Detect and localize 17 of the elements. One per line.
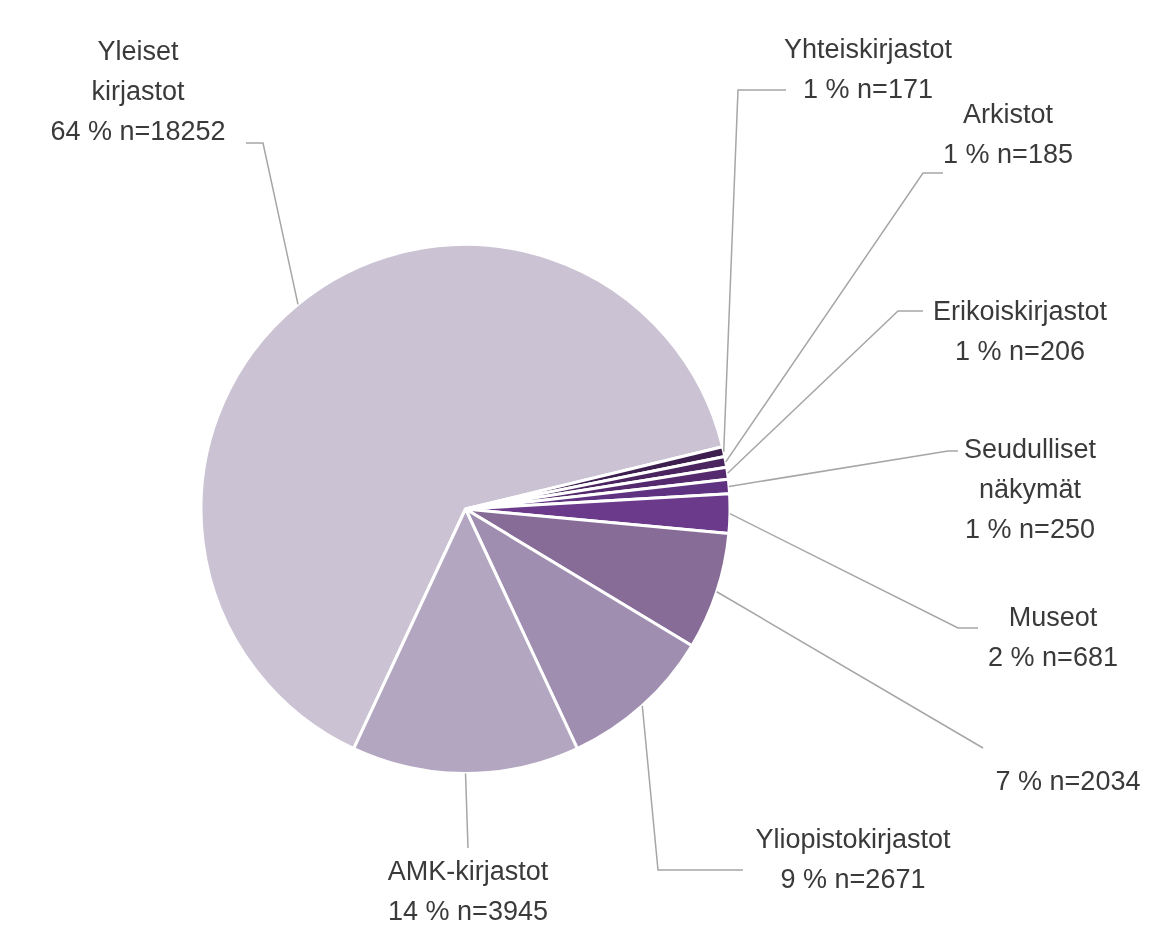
slice-label: Erikoiskirjastot [932,296,1108,326]
data-label: 1 % n=250 [965,514,1095,544]
data-label: 7 % n=2034 [995,766,1141,796]
data-label: 1 % n=185 [943,139,1073,169]
slice-label: Museot [1008,602,1098,632]
slice-label: Yhteiskirjastot [783,34,953,64]
slice-label: Arkistot [962,99,1054,129]
data-label: 9 % n=2671 [780,864,926,894]
data-label: 64 % n=18252 [50,116,226,146]
slice-label: AMK-kirjastot [387,856,549,886]
data-label: 1 % n=206 [955,336,1085,366]
slice-label: Yliopistokirjastot [755,824,952,854]
slice-label: Yleiset kirjastot [91,36,186,106]
data-label: 1 % n=171 [803,74,933,104]
slice-label: Seudulliset näkymät [963,434,1097,504]
data-label: 14 % n=3945 [388,896,548,926]
data-label: 2 % n=681 [988,642,1118,672]
